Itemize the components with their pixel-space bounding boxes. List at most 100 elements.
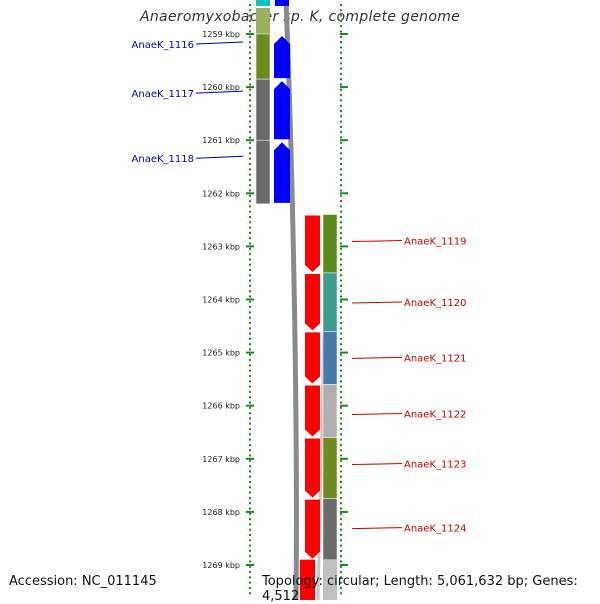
gene-label[interactable]: AnaeK_1123 (404, 460, 466, 471)
track-dot (340, 544, 342, 547)
ruler-dot (249, 422, 251, 425)
ruler-label: 1259 kbp (202, 30, 240, 39)
gene-arrow[interactable] (300, 559, 315, 600)
track-dot (340, 221, 342, 224)
ruler-dot (249, 104, 251, 107)
gene-band[interactable] (322, 498, 338, 560)
track-dot (340, 502, 342, 505)
gene-band[interactable] (322, 272, 338, 332)
track-dot (340, 422, 342, 425)
ruler-dot (249, 205, 251, 208)
track-dot (340, 136, 342, 139)
ruler-dot (249, 178, 251, 181)
gene-arrow[interactable] (274, 81, 290, 140)
ruler-label: 1269 kbp (202, 561, 240, 570)
track-dot (340, 518, 342, 521)
track-dot (340, 369, 342, 372)
gene-label[interactable]: AnaeK_1121 (404, 353, 466, 364)
accession-text: Accession: NC_011145 (9, 574, 157, 589)
gene-label[interactable]: AnaeK_1117 (132, 89, 194, 100)
ruler-dot (249, 300, 251, 303)
ruler-dot (249, 35, 251, 38)
ruler-dot (249, 184, 251, 187)
ruler-dot (249, 279, 251, 282)
ruler-dot (249, 216, 251, 218)
gene-stub (275, 0, 289, 6)
track-dot (340, 57, 342, 59)
track-dot (340, 30, 342, 33)
track-dot (340, 131, 342, 134)
gene-band[interactable] (322, 437, 338, 499)
track-dot (340, 449, 342, 452)
ruler-dot (249, 353, 251, 356)
gene-leader (195, 41, 244, 45)
ruler-dot (249, 539, 251, 542)
gene-band[interactable] (255, 139, 271, 205)
track-dot (340, 19, 342, 22)
track-dot (340, 178, 342, 181)
gene-label[interactable]: AnaeK_1119 (404, 237, 466, 248)
gene-label[interactable]: AnaeK_1124 (404, 524, 466, 535)
ruler-dot (249, 247, 251, 250)
gene-band[interactable] (322, 214, 338, 274)
ruler-dot (249, 481, 251, 483)
track-dot (340, 247, 342, 250)
track-dot (340, 322, 342, 324)
ruler-dot (249, 25, 251, 28)
gene-arrow[interactable] (305, 332, 320, 384)
track-dot (340, 152, 342, 155)
ruler-dot (249, 311, 251, 314)
track-dot (340, 396, 342, 399)
ruler-label: 1263 kbp (202, 242, 240, 251)
gene-label[interactable]: AnaeK_1116 (132, 40, 194, 51)
track-dot (340, 78, 342, 81)
gene-arrow[interactable] (305, 385, 320, 437)
track-dot (340, 157, 342, 160)
ruler-dot (249, 200, 251, 203)
track-dot (340, 380, 342, 383)
track-dot (340, 353, 342, 356)
ruler-dot (249, 576, 251, 579)
gene-band[interactable] (255, 78, 271, 141)
gene-arrow[interactable] (305, 499, 320, 559)
gene-arrow[interactable] (305, 438, 320, 498)
ruler-label: 1261 kbp (202, 136, 240, 145)
gene-label[interactable]: AnaeK_1120 (404, 298, 466, 309)
gene-label[interactable]: AnaeK_1122 (404, 409, 466, 420)
ruler-dot (249, 555, 251, 558)
track-dot (340, 528, 342, 531)
track-dot (340, 576, 342, 579)
ruler-dot (249, 443, 251, 446)
track-dot (340, 290, 342, 293)
ruler-dot (249, 94, 251, 97)
track-dot (340, 242, 342, 245)
gene-leader (351, 356, 403, 359)
gene-leader (351, 527, 403, 530)
track-dot (340, 332, 342, 335)
ruler-dot (249, 470, 251, 473)
track-dot (340, 507, 342, 510)
ruler-dot (249, 41, 251, 44)
gene-arrow[interactable] (274, 142, 290, 203)
gene-label[interactable]: AnaeK_1118 (132, 154, 194, 165)
ruler-dot (249, 168, 251, 171)
gene-arrow[interactable] (305, 215, 320, 272)
track-dot (340, 571, 342, 574)
ruler-dot (249, 343, 251, 346)
track-dot (340, 4, 342, 6)
gene-band[interactable] (322, 331, 338, 385)
gene-band[interactable] (255, 33, 271, 80)
ruler-dot (249, 571, 251, 574)
track-dot (340, 72, 342, 75)
ruler-dot (249, 401, 251, 404)
track-dot (340, 491, 342, 494)
ruler-dot (249, 348, 251, 351)
track-dot (340, 46, 342, 49)
gene-band[interactable] (322, 384, 338, 438)
ruler-dot (249, 322, 251, 324)
track-dot (340, 385, 342, 388)
gene-arrow[interactable] (274, 36, 290, 79)
gene-arrow[interactable] (305, 273, 320, 331)
ruler-label: 1267 kbp (202, 455, 240, 464)
ruler-dot (249, 110, 251, 112)
